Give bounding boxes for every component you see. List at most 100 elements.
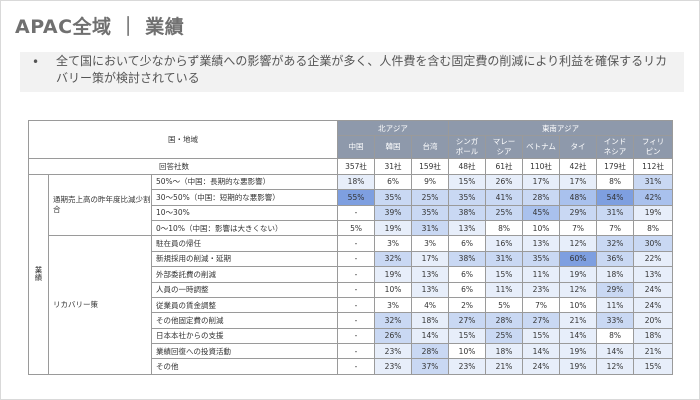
value-cell: 29%	[596, 281, 635, 298]
value-cell: 28%	[522, 189, 561, 206]
value-cell: 48%	[559, 189, 598, 206]
value-cell: 36%	[596, 250, 635, 268]
value-cell: 8%	[633, 219, 674, 237]
value-cell: 35%	[411, 204, 450, 221]
value-cell: -	[337, 296, 376, 314]
value-cell: 33%	[596, 312, 635, 329]
value-cell: 13%	[522, 235, 561, 252]
count-row: 回答社数 357社 31社 159社 48社 61社 110社 42社 179社 112社	[27, 158, 674, 175]
country-header: フィリ ピン	[633, 135, 674, 160]
value-cell: 8%	[485, 219, 524, 237]
country-label: シンガ	[455, 137, 479, 147]
count-value: 48社	[448, 158, 487, 175]
count-value: 357社	[337, 158, 376, 175]
value-cell: 14%	[559, 327, 598, 345]
value-cell: -	[337, 281, 376, 298]
value-cell: 18%	[411, 312, 450, 329]
value-cell: -	[337, 312, 376, 329]
value-cell: -	[337, 358, 376, 375]
side-label: 業績	[28, 173, 49, 375]
value-cell: 3%	[374, 296, 413, 314]
value-cell: 18%	[485, 343, 524, 360]
value-cell: 38%	[448, 204, 487, 221]
value-cell: 25%	[485, 204, 524, 221]
country-label: タイ	[570, 142, 586, 152]
table-row: 新規採用の削減・延期 -32% 17% 38% 31% 35% 60% 36% 22%	[29, 250, 674, 268]
value-cell: 16%	[485, 235, 524, 252]
value-cell: 25%	[485, 327, 524, 345]
table-row: 30～50%（中国：短期的な悪影響） 55% 35% 25% 35% 41% 28% 48% 5…	[29, 189, 674, 206]
value-cell: 13%	[633, 266, 674, 283]
row-label: 業績回復への投資活動	[150, 343, 339, 360]
side-label-text: 業績	[34, 265, 43, 281]
country-label: マレー	[492, 137, 516, 147]
value-cell: -	[337, 204, 376, 221]
value-cell: 41%	[485, 189, 524, 206]
value-cell: 10%	[559, 296, 598, 314]
value-cell: 22%	[633, 250, 674, 268]
table-row: 0～10%（中国：影響は大きくない） 5% 19% 31% 13% 8% 10% 7% 7% 8%	[29, 219, 674, 237]
count-value: 159社	[411, 158, 450, 175]
header-label: 国・地域	[27, 119, 339, 160]
country-header: マレー シア	[485, 135, 524, 160]
value-cell: -	[337, 327, 376, 345]
value-cell: 13%	[448, 219, 487, 237]
region-header: 北アジア	[337, 119, 450, 137]
section-label: リカバリー策	[48, 235, 152, 375]
country-label: ベトナム	[526, 142, 556, 152]
value-cell: 24%	[633, 281, 674, 298]
value-cell: 26%	[374, 327, 413, 345]
value-cell: 5%	[337, 219, 376, 237]
value-cell: 2%	[448, 296, 487, 314]
row-label: 従業員の賃金調整	[150, 296, 339, 314]
value-cell: 29%	[559, 204, 598, 221]
value-cell: 14%	[596, 343, 635, 360]
value-cell: 11%	[522, 266, 561, 283]
value-cell: 19%	[633, 204, 674, 221]
count-value: 179社	[596, 158, 635, 175]
value-cell: 18%	[633, 327, 674, 345]
value-cell: 3%	[411, 235, 450, 252]
country-header: ベトナム	[522, 135, 561, 160]
value-cell: 19%	[374, 266, 413, 283]
count-label: 回答社数	[27, 158, 339, 175]
value-cell: 15%	[633, 358, 674, 375]
value-cell: 54%	[596, 189, 635, 206]
value-cell: 17%	[522, 173, 561, 191]
country-label: 中国	[348, 142, 364, 152]
row-label: その他固定費の削減	[150, 312, 339, 329]
value-cell: 8%	[596, 173, 635, 191]
count-value: 31社	[374, 158, 413, 175]
value-cell: 15%	[448, 327, 487, 345]
value-cell: 10%	[448, 343, 487, 360]
value-cell: 38%	[448, 250, 487, 268]
value-cell: 20%	[633, 312, 674, 329]
value-cell: 23%	[522, 281, 561, 298]
row-label: 新規採用の削減・延期	[150, 250, 339, 268]
value-cell: 10%	[374, 281, 413, 298]
value-cell: 19%	[374, 219, 413, 237]
value-cell: 31%	[596, 204, 635, 221]
count-value: 61社	[485, 158, 524, 175]
table-row: 業績回復への投資活動 -23% 28% 10% 18% 14% 19% 14% 21%	[29, 343, 674, 360]
country-header: インド ネシア	[596, 135, 635, 160]
count-value: 42社	[559, 158, 598, 175]
value-cell: 7%	[522, 296, 561, 314]
value-cell: 13%	[411, 281, 450, 298]
row-label: 0～10%（中国：影響は大きくない）	[150, 219, 339, 237]
country-label: フィリ	[641, 137, 665, 147]
value-cell: 3%	[374, 235, 413, 252]
country-header: 韓国	[374, 135, 413, 160]
value-cell: 30%	[633, 235, 674, 252]
value-cell: 14%	[522, 343, 561, 360]
value-cell: 32%	[596, 235, 635, 252]
header-row-regions: 国・地域 北アジア 東南アジア	[27, 119, 674, 160]
value-cell: 21%	[485, 358, 524, 375]
table-row: その他 -23% 37% 23% 21% 24% 19% 12% 15%	[29, 358, 674, 375]
value-cell: 24%	[522, 358, 561, 375]
count-value: 110社	[522, 158, 561, 175]
row-label: 外部委託費の削減	[150, 266, 339, 283]
country-label: シア	[496, 147, 512, 157]
value-cell: -	[337, 250, 376, 268]
value-cell: 42%	[633, 189, 674, 206]
